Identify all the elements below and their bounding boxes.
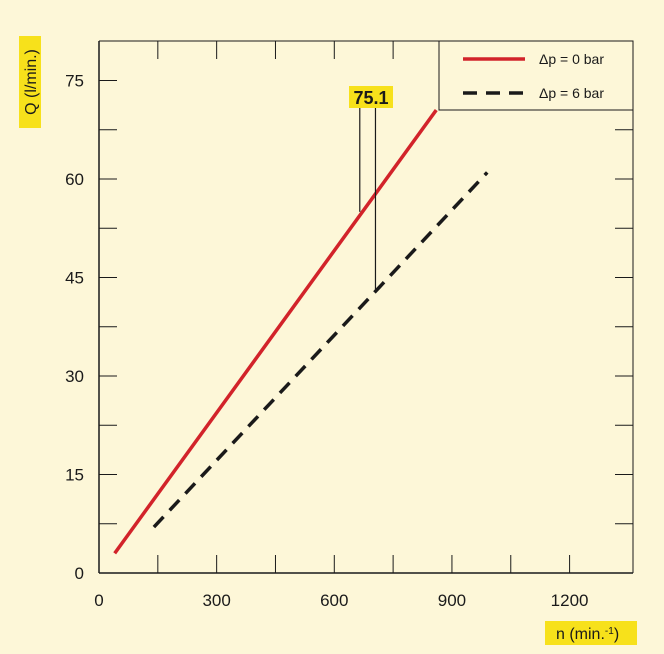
annotation-highlight (349, 86, 393, 108)
x-tick-label: 1200 (551, 591, 589, 610)
y-tick-label: 75 (65, 72, 84, 91)
legend-label-1: Δp = 0 bar (539, 51, 604, 67)
series-line-1 (113, 109, 438, 555)
y-tick-label: 15 (65, 466, 84, 485)
x-tick-label: 600 (320, 591, 348, 610)
y-tick-label: 0 (75, 564, 84, 583)
y-tick-label: 60 (65, 170, 84, 189)
x-tick-label: 900 (438, 591, 466, 610)
annotation-label: 75.1 (353, 88, 388, 108)
legend-label-2: Δp = 6 bar (539, 85, 604, 101)
y-axis-title: Q (l/min.) (23, 49, 40, 115)
y-tick-label: 30 (65, 367, 84, 386)
legend-box (438, 40, 634, 111)
x-tick-label: 0 (94, 591, 103, 610)
x-axis-title: n (min.-1) (556, 626, 619, 644)
x-tick-label: 300 (202, 591, 230, 610)
y-axis-title-highlight (19, 36, 41, 128)
series-line-2 (152, 171, 489, 529)
x-axis-title-highlight (545, 621, 637, 645)
y-axis-title-group: Q (l/min.) (19, 36, 41, 128)
y-tick-label: 45 (65, 269, 84, 288)
